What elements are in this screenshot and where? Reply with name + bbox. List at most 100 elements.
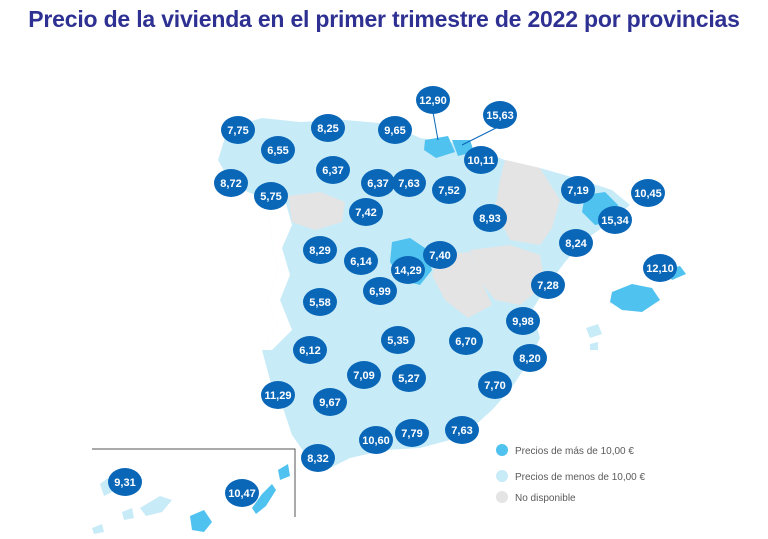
canary-inset-border bbox=[92, 448, 296, 517]
price-bubble: 5,35 bbox=[381, 326, 415, 354]
canary-island-gomera bbox=[122, 508, 134, 520]
price-label: 10,11 bbox=[468, 155, 495, 167]
price-bubble: 5,58 bbox=[303, 288, 337, 316]
price-bubble: 15,63 bbox=[483, 101, 517, 129]
price-bubble-shape bbox=[445, 416, 479, 444]
price-bubble: 7,19 bbox=[561, 176, 595, 204]
price-bubble-shape bbox=[349, 198, 383, 226]
price-label: 10,47 bbox=[228, 488, 256, 500]
price-bubble-shape bbox=[559, 229, 593, 257]
price-label: 12,90 bbox=[419, 95, 447, 107]
price-bubble-shape bbox=[359, 426, 393, 454]
price-bubble: 7,79 bbox=[395, 419, 429, 447]
legend-swatch-high bbox=[496, 444, 508, 456]
price-label: 5,58 bbox=[309, 297, 330, 309]
price-label: 12,10 bbox=[646, 263, 674, 275]
balearic-ibiza bbox=[586, 324, 602, 338]
price-bubble-shape bbox=[631, 179, 665, 207]
price-bubble: 7,63 bbox=[445, 416, 479, 444]
price-bubble: 8,25 bbox=[311, 114, 345, 142]
price-bubble-shape bbox=[378, 116, 412, 144]
portugal-gap bbox=[255, 195, 292, 350]
price-bubble: 5,75 bbox=[254, 182, 288, 210]
price-bubble-shape bbox=[303, 236, 337, 264]
price-bubble-shape bbox=[506, 307, 540, 335]
legend-swatch-na bbox=[496, 491, 508, 503]
price-bubble: 7,75 bbox=[221, 116, 255, 144]
price-bubble-shape bbox=[303, 288, 337, 316]
price-bubble: 8,24 bbox=[559, 229, 593, 257]
price-bubble: 7,70 bbox=[478, 371, 512, 399]
legend-label-high: Precios de más de 10,00 € bbox=[515, 446, 634, 457]
price-bubble-shape bbox=[473, 204, 507, 232]
price-bubble: 10,45 bbox=[631, 179, 665, 207]
price-bubble-shape bbox=[483, 101, 517, 129]
map-legend: Precios de más de 10,00 € Precios de men… bbox=[496, 444, 646, 504]
map-title: Precio de la vivienda en el primer trime… bbox=[28, 6, 740, 32]
price-bubble: 10,47 bbox=[225, 479, 259, 507]
price-bubble: 9,98 bbox=[506, 307, 540, 335]
price-bubble: 8,32 bbox=[301, 444, 335, 472]
price-label: 15,34 bbox=[601, 215, 629, 227]
price-label: 7,79 bbox=[401, 428, 422, 440]
leader-line-gipuzkoa bbox=[461, 127, 497, 146]
price-label: 9,98 bbox=[512, 316, 533, 328]
price-bubble: 6,12 bbox=[293, 336, 327, 364]
price-bubble-shape bbox=[225, 479, 259, 507]
price-bubble-shape bbox=[311, 114, 345, 142]
price-bubble: 10,11 bbox=[464, 146, 498, 174]
price-bubble-shape bbox=[108, 468, 142, 496]
balearic-formentera bbox=[590, 342, 598, 350]
price-bubble-shape bbox=[392, 364, 426, 392]
price-bubble: 9,65 bbox=[378, 116, 412, 144]
price-bubble-shape bbox=[361, 169, 395, 197]
price-bubble: 6,99 bbox=[363, 277, 397, 305]
price-bubbles: 7,75 8,25 9,65 12,90 15,63 6,55 10,11 6,37 8,72 5… bbox=[108, 86, 677, 507]
price-bubble: 15,34 bbox=[598, 206, 632, 234]
price-bubble-shape bbox=[531, 271, 565, 299]
price-bubble-shape bbox=[347, 361, 381, 389]
price-label: 7,63 bbox=[451, 425, 472, 437]
price-bubble-shape bbox=[254, 182, 288, 210]
price-label: 7,40 bbox=[429, 250, 450, 262]
price-label: 7,42 bbox=[355, 207, 376, 219]
price-label: 9,31 bbox=[114, 477, 135, 489]
price-bubble-shape bbox=[363, 277, 397, 305]
price-bubble-shape bbox=[416, 86, 450, 114]
price-bubble: 7,28 bbox=[531, 271, 565, 299]
price-label: 7,19 bbox=[567, 185, 588, 197]
price-label: 7,52 bbox=[438, 185, 459, 197]
price-bubble-shape bbox=[449, 327, 483, 355]
legend-label-low: Precios de menos de 10,00 € bbox=[515, 472, 646, 483]
price-bubble: 9,67 bbox=[313, 388, 347, 416]
price-bubble-shape bbox=[392, 169, 426, 197]
price-bubble-shape bbox=[381, 326, 415, 354]
price-label: 8,25 bbox=[317, 123, 338, 135]
unavailable-region-ebro bbox=[495, 160, 560, 245]
price-bubble: 7,63 bbox=[392, 169, 426, 197]
price-bubble-shape bbox=[391, 256, 425, 284]
price-bubble-shape bbox=[261, 381, 295, 409]
unavailable-region-cuenca bbox=[432, 252, 492, 318]
legend-swatch-low bbox=[496, 470, 508, 482]
price-label: 6,37 bbox=[367, 178, 388, 190]
balearic-mallorca bbox=[610, 284, 660, 312]
canary-island-tenerife bbox=[140, 496, 172, 516]
price-bubble: 11,29 bbox=[261, 381, 295, 409]
price-label: 7,09 bbox=[353, 370, 374, 382]
price-bubble-shape bbox=[395, 419, 429, 447]
price-label: 6,14 bbox=[350, 256, 372, 268]
price-bubble-shape bbox=[316, 156, 350, 184]
price-bubble-shape bbox=[513, 344, 547, 372]
price-label: 6,70 bbox=[455, 336, 476, 348]
price-bubble-shape bbox=[478, 371, 512, 399]
unavailable-region-aragon-south bbox=[470, 245, 545, 305]
price-bubble-shape bbox=[464, 146, 498, 174]
price-bubble: 7,09 bbox=[347, 361, 381, 389]
price-label: 8,72 bbox=[220, 178, 241, 190]
price-bubble: 6,14 bbox=[344, 247, 378, 275]
price-label: 7,75 bbox=[227, 125, 248, 137]
price-label: 8,29 bbox=[309, 245, 330, 257]
price-bubble-shape bbox=[643, 254, 677, 282]
